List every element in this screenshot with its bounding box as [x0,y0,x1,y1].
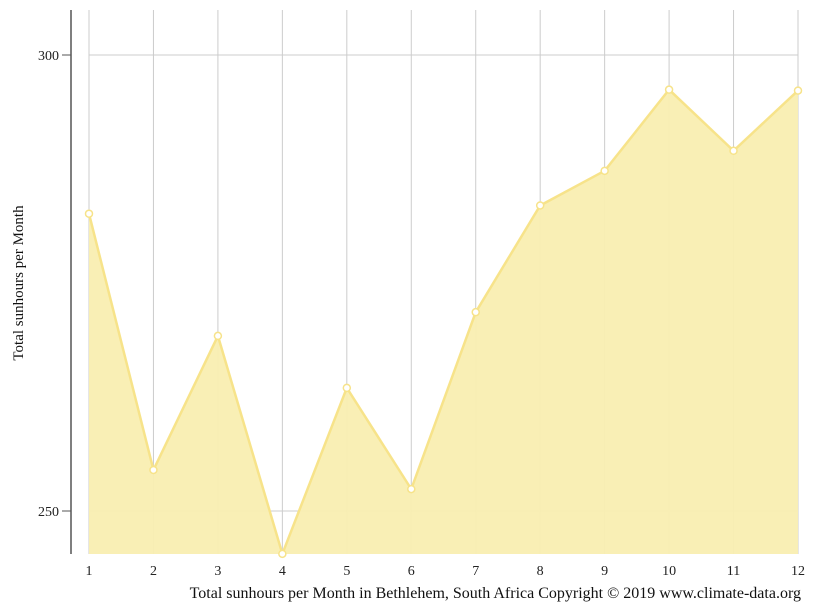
data-point-12 [793,86,803,95]
chart-caption: Total sunhours per Month in Bethlehem, S… [190,585,801,602]
series-line [87,87,799,558]
x-tick-label-5: 5 [343,564,350,579]
y-tick-label-250: 250 [38,505,59,520]
x-ticks: 1 2 3 4 5 6 7 8 9 10 11 12 [86,564,806,579]
data-point-4 [278,549,287,559]
x-tick-label-2: 2 [150,564,157,579]
data-point-6 [407,484,416,494]
data-point-7 [471,307,480,317]
data-point-3 [213,331,223,341]
x-tick-label-12: 12 [791,564,805,579]
data-point-2 [149,465,158,475]
area-fill [89,89,798,554]
y-axis-title: Total sunhours per Month [11,205,27,361]
x-tick-label-10: 10 [662,564,676,579]
x-tick-label-9: 9 [601,564,608,579]
data-point-1 [84,209,94,218]
x-tick-label-4: 4 [279,564,286,579]
y-ticks: 250 300 [38,49,71,520]
data-point-11 [729,146,738,156]
data-point-8 [535,201,545,210]
x-tick-label-1: 1 [86,564,93,579]
x-tick-label-8: 8 [537,564,544,579]
data-point-5 [342,383,352,393]
data-point-9 [600,166,609,176]
data-points [84,85,803,559]
x-tick-label-3: 3 [214,564,221,579]
x-tick-label-11: 11 [727,564,740,579]
y-tick-label-300: 300 [38,49,59,64]
x-tick-label-6: 6 [408,564,415,579]
data-point-10 [664,85,674,94]
x-tick-label-7: 7 [472,564,479,579]
